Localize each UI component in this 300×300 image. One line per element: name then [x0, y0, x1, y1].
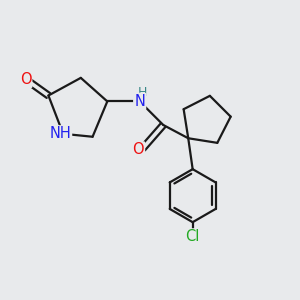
Text: NH: NH: [49, 126, 71, 141]
Text: O: O: [20, 72, 31, 87]
Text: H: H: [138, 86, 147, 99]
Text: O: O: [132, 142, 144, 158]
Text: Cl: Cl: [185, 230, 200, 244]
Text: N: N: [134, 94, 145, 109]
